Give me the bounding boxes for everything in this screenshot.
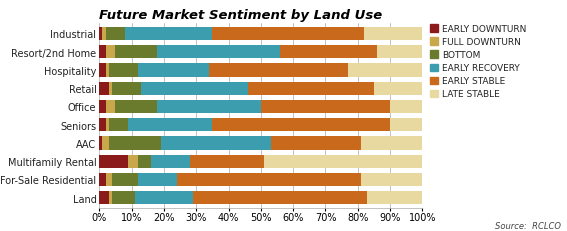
Bar [109, 64, 138, 77]
Bar [99, 82, 109, 95]
Bar [158, 46, 280, 59]
Text: Future Market Sentiment by Land Use: Future Market Sentiment by Land Use [99, 9, 383, 22]
Bar [212, 119, 390, 132]
Bar [212, 28, 364, 41]
Bar [105, 173, 112, 186]
Bar [99, 191, 109, 204]
Bar [361, 137, 422, 150]
Bar [112, 191, 135, 204]
Bar [261, 100, 390, 113]
Bar [160, 137, 270, 150]
Bar [280, 46, 377, 59]
Bar [99, 119, 105, 132]
Bar [99, 155, 128, 168]
Text: Source:  RCLCO: Source: RCLCO [496, 221, 561, 230]
Bar [109, 191, 112, 204]
Bar [135, 191, 193, 204]
Bar [138, 64, 209, 77]
Bar [138, 173, 177, 186]
Legend: EARLY DOWNTURN, FULL DOWNTURN, BOTTOM, EARLY RECOVERY, EARLY STABLE, LATE STABLE: EARLY DOWNTURN, FULL DOWNTURN, BOTTOM, E… [430, 25, 526, 99]
Bar [109, 137, 160, 150]
Bar [128, 155, 138, 168]
Bar [209, 64, 348, 77]
Bar [248, 82, 374, 95]
Bar [138, 155, 151, 168]
Bar [264, 155, 422, 168]
Bar [270, 137, 361, 150]
Bar [105, 28, 125, 41]
Bar [105, 64, 109, 77]
Bar [390, 119, 422, 132]
Bar [190, 155, 264, 168]
Bar [193, 191, 367, 204]
Bar [361, 173, 422, 186]
Bar [99, 137, 103, 150]
Bar [116, 46, 158, 59]
Bar [348, 64, 422, 77]
Bar [367, 191, 422, 204]
Bar [128, 119, 212, 132]
Bar [99, 46, 105, 59]
Bar [177, 173, 361, 186]
Bar [99, 173, 105, 186]
Bar [125, 28, 212, 41]
Bar [109, 119, 128, 132]
Bar [141, 82, 248, 95]
Bar [377, 46, 422, 59]
Bar [112, 173, 138, 186]
Bar [116, 100, 158, 113]
Bar [105, 46, 116, 59]
Bar [103, 137, 109, 150]
Bar [390, 100, 422, 113]
Bar [364, 28, 422, 41]
Bar [103, 28, 105, 41]
Bar [112, 82, 141, 95]
Bar [109, 82, 112, 95]
Bar [374, 82, 422, 95]
Bar [151, 155, 190, 168]
Bar [99, 100, 105, 113]
Bar [105, 100, 116, 113]
Bar [105, 119, 109, 132]
Bar [158, 100, 261, 113]
Bar [99, 28, 103, 41]
Bar [99, 64, 105, 77]
